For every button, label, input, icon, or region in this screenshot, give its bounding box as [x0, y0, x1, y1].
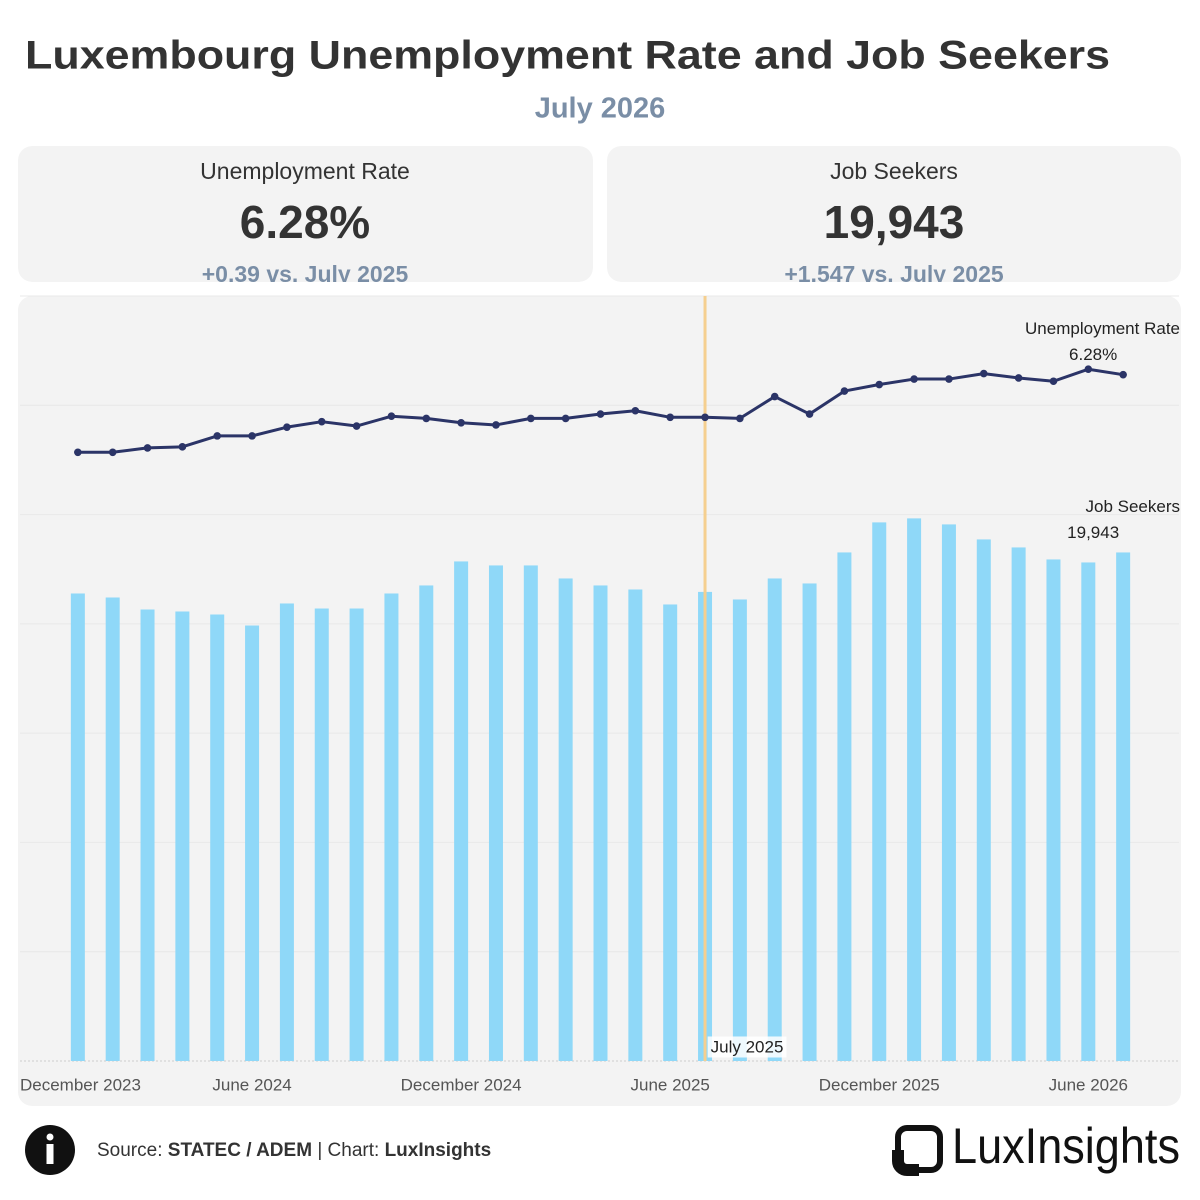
x-tick-label: June 2024: [212, 1075, 291, 1094]
bar: [384, 593, 399, 1061]
line-marker: [805, 410, 814, 418]
bar: [732, 599, 747, 1061]
bar: [767, 578, 782, 1061]
bar: [941, 524, 956, 1061]
line-marker: [283, 423, 291, 431]
bar: [140, 609, 155, 1061]
kpi-card: Job Seekers 19,943 +1,547 vs. July 2025: [607, 146, 1181, 287]
line-marker: [1049, 377, 1058, 386]
line-marker: [457, 418, 465, 427]
line-marker: [317, 417, 326, 426]
bar: [454, 561, 469, 1061]
line-marker: [561, 414, 570, 423]
line-marker: [840, 387, 849, 395]
kpi-change: +1,547 vs. July 2025: [784, 261, 1004, 287]
logo: LuxInsights: [892, 1118, 1180, 1176]
line-marker: [631, 406, 640, 415]
line-marker: [736, 414, 744, 423]
bar: [419, 585, 434, 1061]
plot-area: December 2023 June 2024 December 2024 June …: [20, 295, 1181, 1094]
line-marker: [910, 375, 918, 383]
bar: [837, 552, 852, 1061]
bar: [279, 603, 294, 1061]
bar: [245, 625, 260, 1061]
info-icon-dot: [46, 1133, 54, 1141]
line-marker: [979, 369, 988, 378]
kpi-label: Job Seekers: [830, 158, 958, 184]
line-marker: [1119, 370, 1127, 379]
chart-credit: LuxInsights: [385, 1140, 492, 1161]
line-marker: [492, 421, 500, 429]
bar: [593, 585, 608, 1061]
x-tick-label: December 2024: [401, 1075, 522, 1094]
chart-subtitle: July 2026: [535, 93, 666, 125]
x-tick-label: June 2025: [630, 1075, 709, 1094]
bar: [628, 589, 643, 1061]
source-note: Source: STATEC / ADEM | Chart: LuxInsigh…: [97, 1140, 491, 1161]
bar: [175, 611, 190, 1061]
bar: [1011, 547, 1026, 1061]
bar: [907, 518, 922, 1061]
line-marker: [352, 422, 361, 430]
x-tick-label: June 2026: [1049, 1075, 1128, 1094]
annotation-name: Unemployment Rate: [1025, 319, 1180, 338]
bar: [523, 565, 538, 1061]
info-icon-bar: [46, 1144, 54, 1164]
line-marker: [701, 413, 709, 422]
bar: [105, 597, 120, 1061]
line-marker: [108, 448, 117, 457]
bar: [976, 539, 991, 1061]
card-background: [607, 146, 1181, 282]
chart-label: | Chart:: [317, 1140, 379, 1161]
chart-title: Luxembourg Unemployment Rate and Job See…: [25, 34, 1110, 78]
line-marker: [596, 410, 605, 418]
source-label: Source:: [97, 1140, 162, 1161]
line-marker: [945, 375, 953, 383]
line-marker: [1084, 365, 1093, 374]
line-marker: [422, 414, 431, 423]
bar: [1081, 562, 1096, 1061]
kpi-label: Unemployment Rate: [200, 158, 410, 184]
kpi-card: Unemployment Rate 6.28% +0.39 vs. July 2…: [18, 146, 593, 287]
line-marker: [1014, 374, 1023, 382]
x-tick-label: December 2023: [20, 1075, 141, 1094]
x-tick-label: December 2025: [819, 1075, 940, 1094]
line-marker: [248, 432, 256, 440]
kpi-value: 19,943: [824, 196, 965, 248]
bar: [802, 583, 817, 1061]
bar: [663, 604, 678, 1061]
line-marker: [178, 443, 187, 451]
line-marker: [213, 432, 222, 440]
line-marker: [74, 448, 82, 457]
bar: [872, 522, 887, 1061]
reference-label: July 2025: [711, 1037, 784, 1056]
bar: [210, 614, 225, 1061]
line-marker: [387, 412, 396, 421]
bar: [1116, 552, 1131, 1061]
logo-icon-corner: [892, 1150, 919, 1176]
annotation-value: 19,943: [1067, 523, 1119, 542]
kpi-value: 6.28%: [240, 196, 370, 248]
kpi-change: +0.39 vs. July 2025: [202, 261, 409, 287]
line-marker: [770, 392, 779, 401]
bar: [70, 593, 85, 1061]
reference-label-bg: [707, 1036, 787, 1058]
bar: [1046, 559, 1061, 1061]
bar: [349, 608, 364, 1061]
bar: [558, 578, 573, 1061]
annotation-name: Job Seekers: [1086, 497, 1181, 516]
annotation-value: 6.28%: [1069, 345, 1117, 364]
line-marker: [527, 414, 535, 423]
logo-text: LuxInsights: [952, 1118, 1180, 1174]
line-marker: [666, 413, 674, 422]
bar: [314, 608, 329, 1061]
bar: [488, 565, 503, 1061]
card-background: [18, 146, 593, 282]
line-marker: [143, 444, 152, 452]
line-marker: [875, 380, 884, 389]
source: STATEC / ADEM: [168, 1140, 312, 1161]
